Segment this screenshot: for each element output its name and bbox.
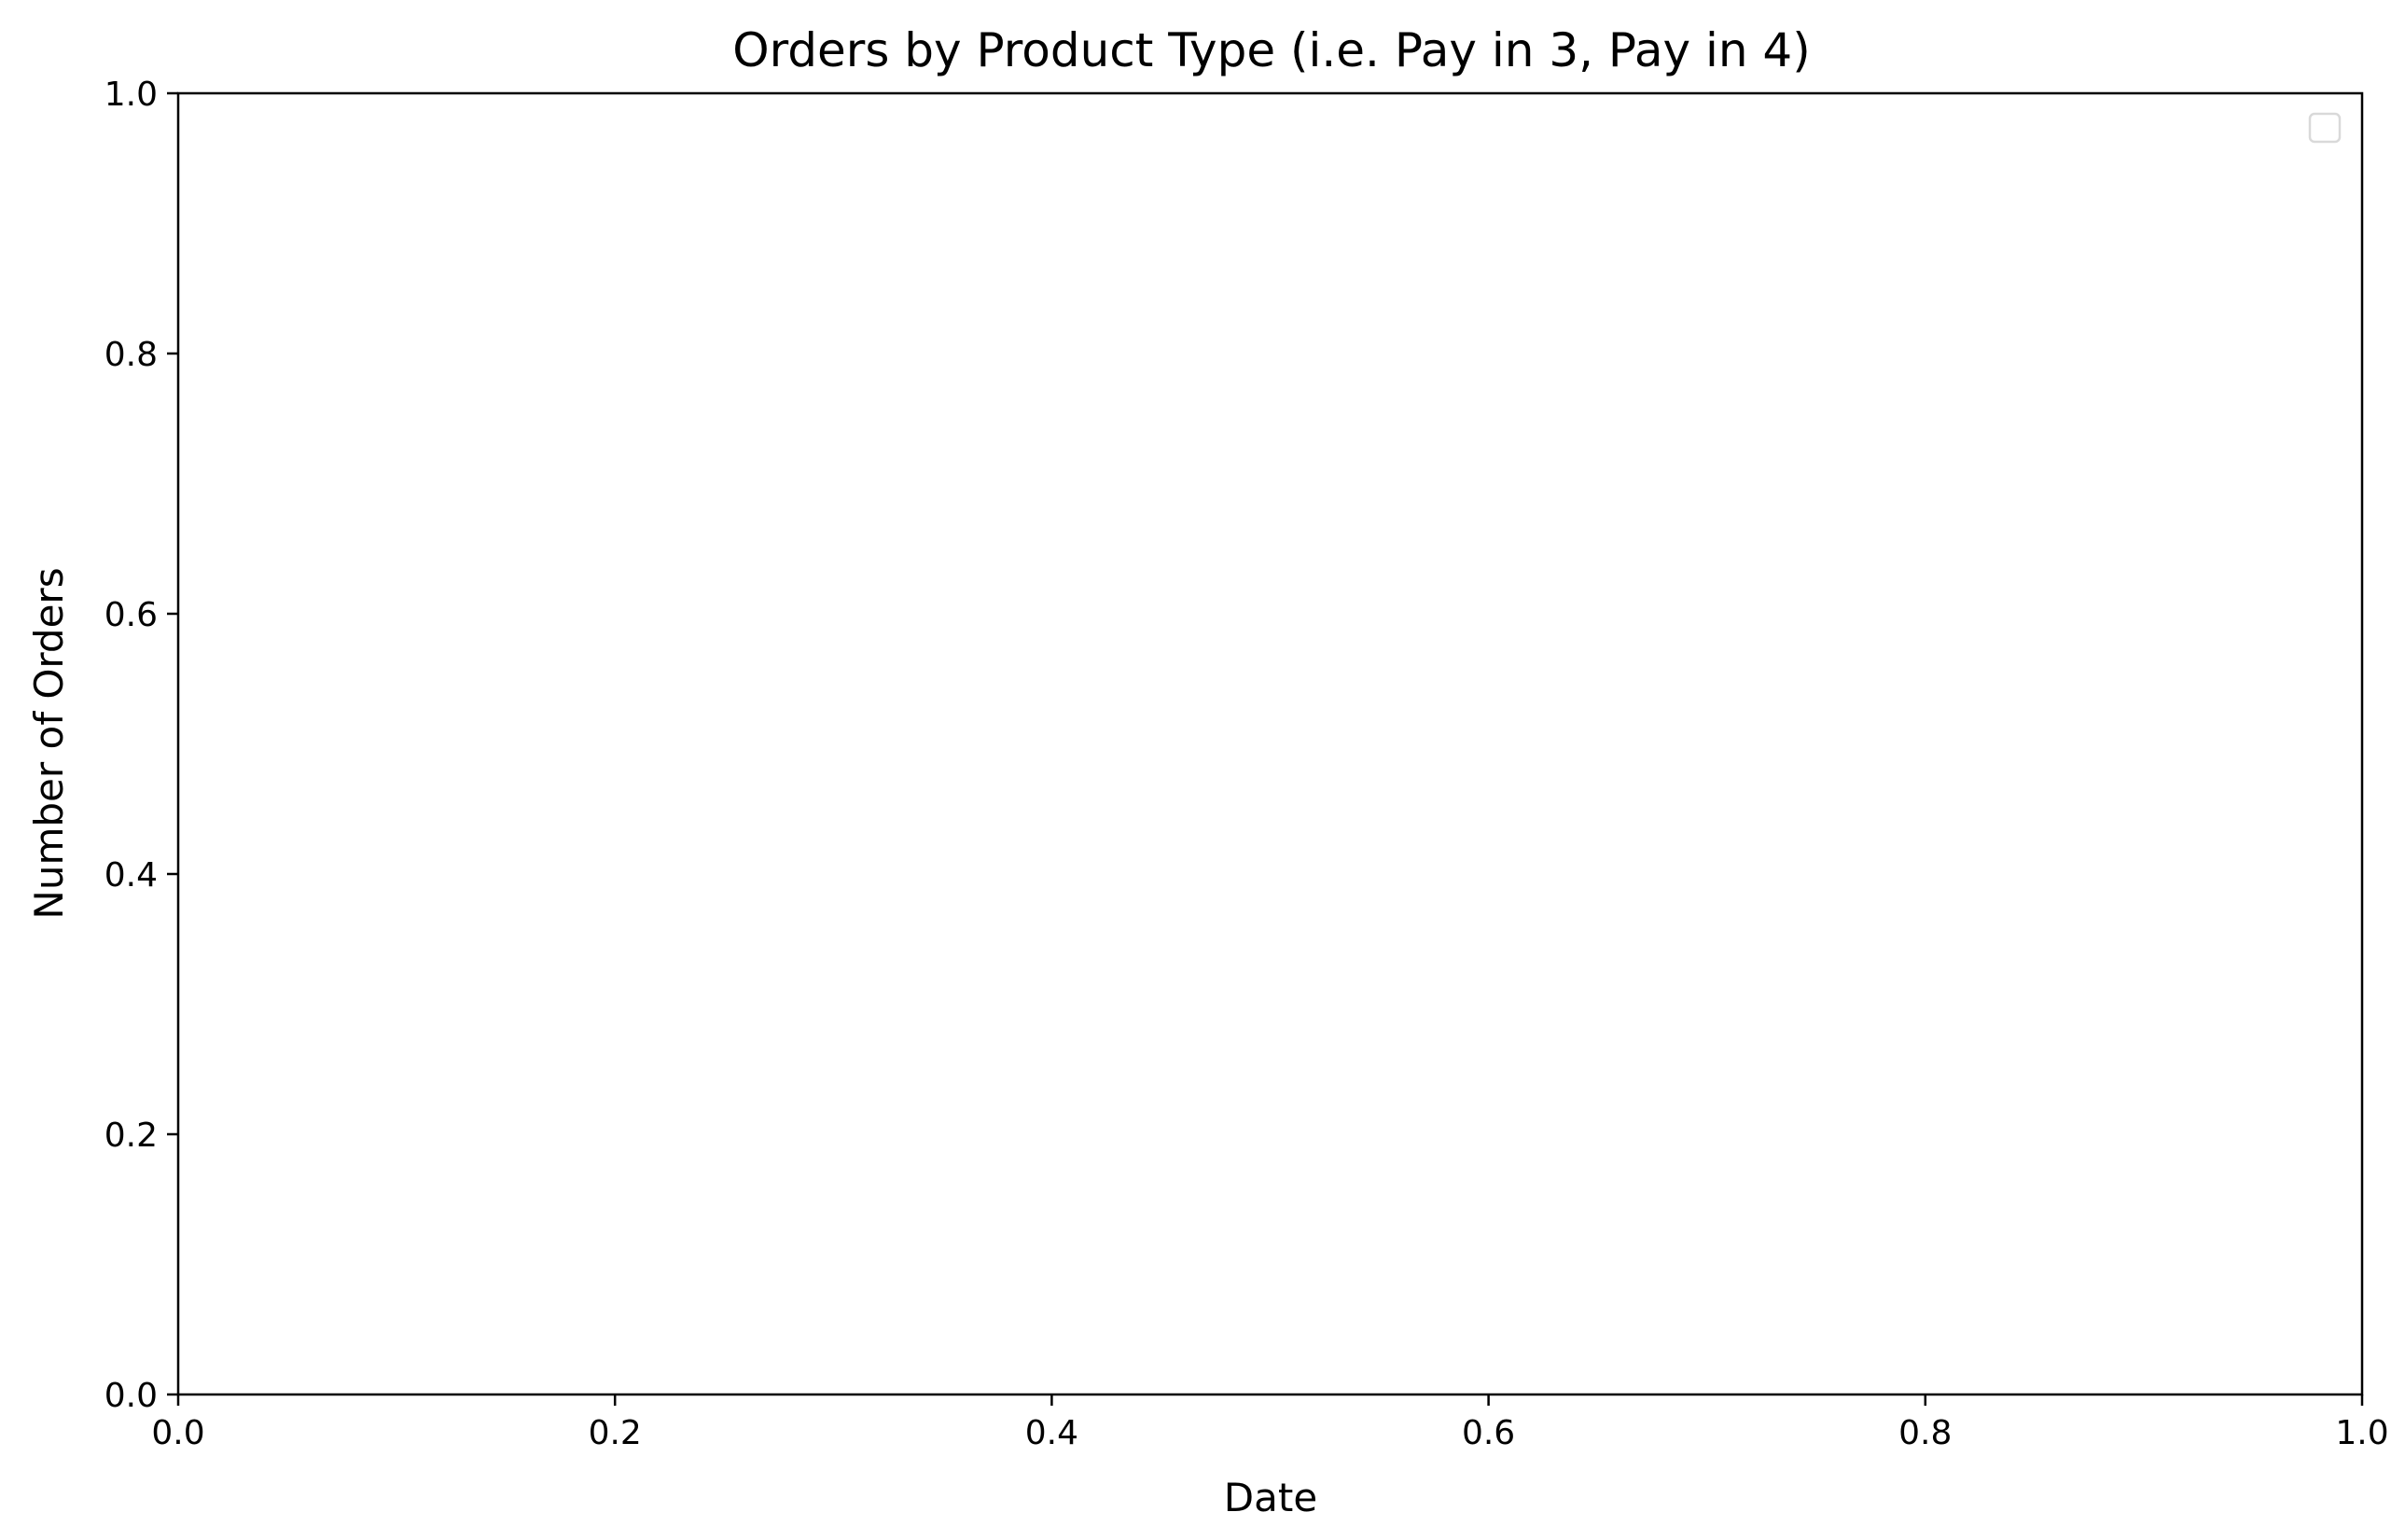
x-axis-title: Date [1224,1475,1317,1520]
chart-title: Orders by Product Type (i.e. Pay in 3, P… [732,23,1811,77]
y-tick-label: 0.0 [104,1377,158,1415]
x-tick-label: 0.0 [151,1414,204,1452]
y-tick-label: 0.6 [104,596,158,634]
x-tick-label: 0.2 [589,1414,642,1452]
y-tick-label: 1.0 [104,76,158,114]
y-axis-title: Number of Orders [26,567,72,919]
plot-frame [176,91,2364,1396]
x-tick-label: 0.6 [1462,1414,1515,1452]
plot-area [176,91,2364,1396]
y-tick-label: 0.8 [104,336,158,374]
x-tick-label: 0.4 [1025,1414,1078,1452]
x-tick-label: 0.8 [1898,1414,1952,1452]
y-tick-label: 0.2 [104,1117,158,1155]
y-axis-ticks: 0.0 0.2 0.4 0.6 0.8 1.0 [104,76,178,1415]
x-axis-ticks: 0.0 0.2 0.4 0.6 0.8 1.0 [151,1394,2389,1452]
legend-box [2308,112,2342,144]
x-tick-label: 1.0 [2335,1414,2388,1452]
y-tick-label: 0.4 [104,856,158,895]
